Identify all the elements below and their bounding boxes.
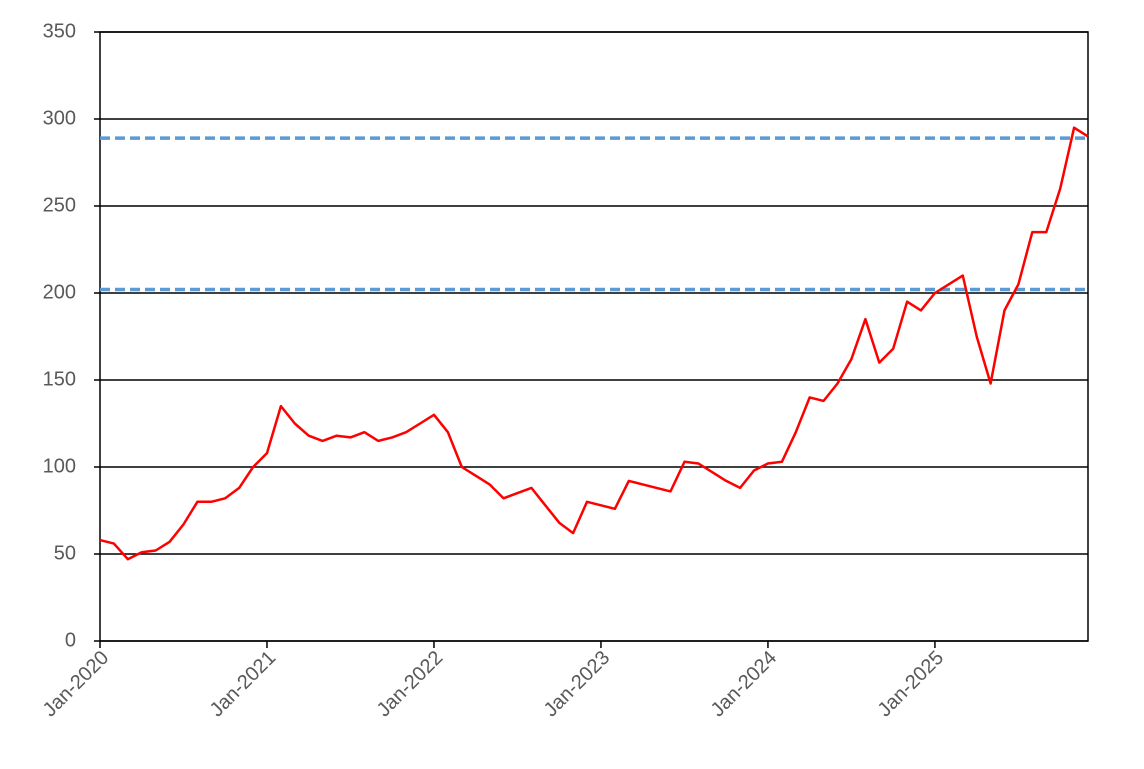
x-tick-label: Jan-2024: [707, 647, 782, 722]
y-tick-label: 0: [65, 629, 76, 651]
x-tick-label: Jan-2020: [39, 647, 114, 722]
x-tick-label: Jan-2023: [540, 647, 615, 722]
y-tick-label: 250: [43, 194, 76, 216]
x-tick-label: Jan-2025: [874, 647, 949, 722]
x-tick-label: Jan-2022: [373, 647, 448, 722]
y-tick-label: 300: [43, 107, 76, 129]
y-tick-label: 100: [43, 455, 76, 477]
price-line: [99, 126, 1089, 561]
x-tick-label: Jan-2021: [206, 647, 281, 722]
plot-frame: [99, 31, 1089, 642]
y-tick-label: 150: [43, 368, 76, 390]
y-tick-label: 350: [43, 20, 76, 42]
y-tick-label: 200: [43, 281, 76, 303]
y-tick-label: 50: [54, 542, 76, 564]
